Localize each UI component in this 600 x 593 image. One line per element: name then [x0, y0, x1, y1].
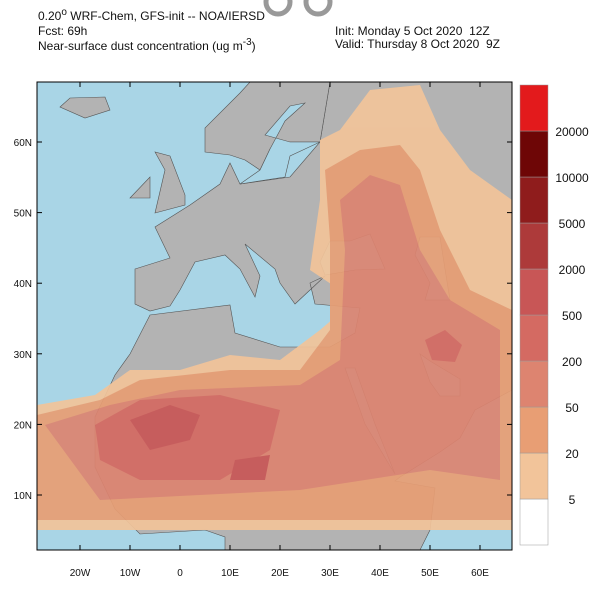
legend-swatch: [519, 130, 549, 178]
lat-label: 50N: [14, 209, 32, 220]
lat-label: 10N: [14, 491, 32, 502]
lat-label: 30N: [14, 350, 32, 361]
title: 0.20o WRF-Chem, GFS-init -- NOA/IERSD: [38, 7, 265, 23]
lat-label: 60N: [14, 138, 32, 149]
init-time: Init: Monday 5 Oct 2020 12Z: [335, 24, 490, 38]
valid-time: Valid: Thursday 8 Oct 2020 9Z: [335, 37, 500, 51]
legend-swatch: [519, 498, 549, 546]
legend: 5 20 50 200 500 2000 5000 10000 20000: [519, 84, 589, 546]
lon-label: 30E: [321, 568, 339, 579]
legend-swatch: [519, 222, 549, 270]
legend-swatch: [519, 268, 549, 316]
map-frame: [36, 81, 513, 551]
legend-swatch: [519, 360, 549, 408]
lon-label: 60E: [471, 568, 489, 579]
legend-swatch: [519, 406, 549, 454]
lon-label: 20E: [271, 568, 289, 579]
lon-label: 10W: [120, 568, 141, 579]
dust-field: [37, 85, 512, 530]
map: [37, 82, 512, 550]
legend-swatch: [519, 176, 549, 224]
lon-label: 40E: [371, 568, 389, 579]
legend-label: 20: [565, 447, 579, 461]
axes: 20W 10W 0 10E 20E 30E 40E 50E 60E 10N 20N 30N 40N 50N…: [14, 82, 512, 579]
legend-label: 2000: [559, 263, 586, 277]
legend-label: 5: [569, 493, 576, 507]
legend-label: 5000: [559, 217, 586, 231]
lon-label: 0: [177, 568, 183, 579]
toolbar-icons: [263, 0, 333, 17]
legend-swatch: [519, 452, 549, 500]
legend-label: 200: [562, 355, 582, 369]
legend-label: 500: [562, 309, 582, 323]
field: Near-surface dust concentration (ug m-3): [38, 37, 256, 53]
legend-label: 10000: [555, 171, 589, 185]
forecast: Fcst: 69h: [38, 24, 87, 38]
lat-label: 40N: [14, 279, 32, 290]
lon-label: 20W: [70, 568, 91, 579]
legend-label: 20000: [555, 125, 589, 139]
legend-label: 50: [565, 401, 579, 415]
legend-swatch: [519, 314, 549, 362]
legend-swatch: [519, 84, 549, 132]
lon-label: 50E: [421, 568, 439, 579]
lon-label: 10E: [221, 568, 239, 579]
lat-label: 20N: [14, 420, 32, 431]
